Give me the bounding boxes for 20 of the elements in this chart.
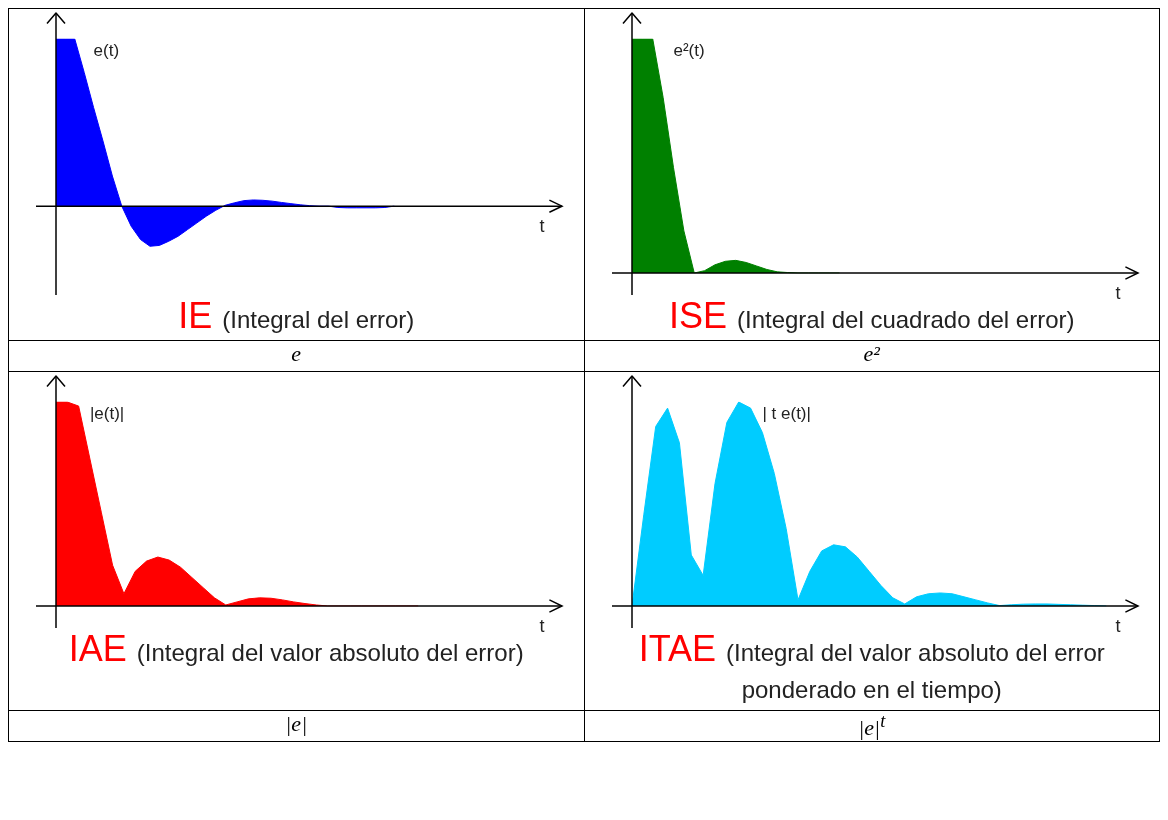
series-label: | t e(t)| — [762, 404, 811, 424]
series-label: e(t) — [93, 41, 120, 61]
x-axis-title: t — [1115, 615, 1121, 636]
text: (Integral del valor absoluto del error ponderado en el tiempo) — [725, 639, 1105, 703]
text: IE — [178, 295, 213, 336]
series-label: |e(t)| — [90, 404, 125, 424]
text: ISE — [668, 295, 727, 336]
text: ITAE — [638, 628, 716, 669]
text: IAE — [68, 628, 127, 669]
text: (Integral del error) — [222, 306, 415, 333]
x-axis-title: t — [539, 216, 545, 237]
text: (Integral del valor absoluto del error) — [136, 639, 524, 666]
x-axis-title: t — [1115, 282, 1121, 303]
text: e² — [863, 341, 880, 366]
text: (Integral del cuadrado del error) — [737, 306, 1075, 333]
text: |e| — [285, 711, 308, 736]
x-axis-title: t — [539, 615, 545, 636]
text: e — [291, 341, 302, 366]
series-label: e²(t) — [673, 41, 705, 61]
text: |e|$^{t}$ — [858, 711, 886, 741]
